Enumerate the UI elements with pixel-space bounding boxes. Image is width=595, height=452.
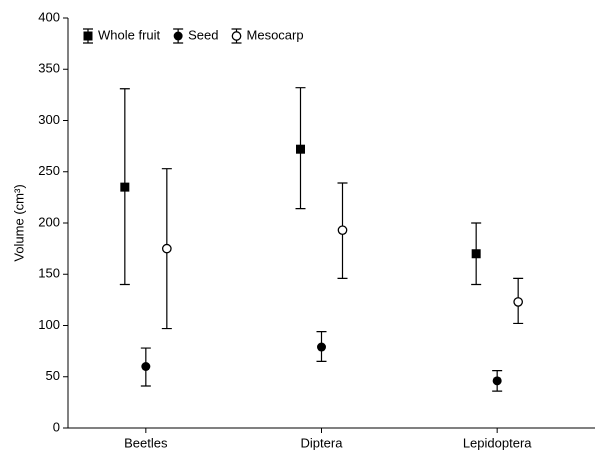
y-tick-label: 350 [38,61,60,76]
marker [471,249,481,259]
y-tick-label: 200 [38,214,60,229]
y-axis-label: Volume (cm³) [11,184,26,261]
marker [296,144,305,154]
marker [120,182,130,192]
y-tick-label: 300 [38,112,60,127]
y-tick-label: 0 [53,419,60,434]
x-tick-label: Diptera [301,435,344,450]
y-tick-label: 150 [38,266,60,281]
y-tick-label: 250 [38,163,60,178]
y-tick-label: 400 [38,9,60,24]
x-tick-label: Beetles [124,435,168,450]
y-tick-label: 100 [38,317,60,332]
marker [513,297,524,307]
x-tick-label: Lepidoptera [463,435,532,450]
marker [492,376,502,386]
marker [161,243,172,254]
marker [141,362,151,371]
legend-label: Whole fruit [98,27,161,42]
legend-marker [83,31,93,41]
marker [337,225,348,236]
legend-marker [231,31,242,41]
marker [317,342,326,352]
y-tick-label: 50 [46,368,60,383]
legend-label: Seed [188,27,218,42]
legend-label: Mesocarp [247,27,304,42]
legend-marker [173,31,183,41]
